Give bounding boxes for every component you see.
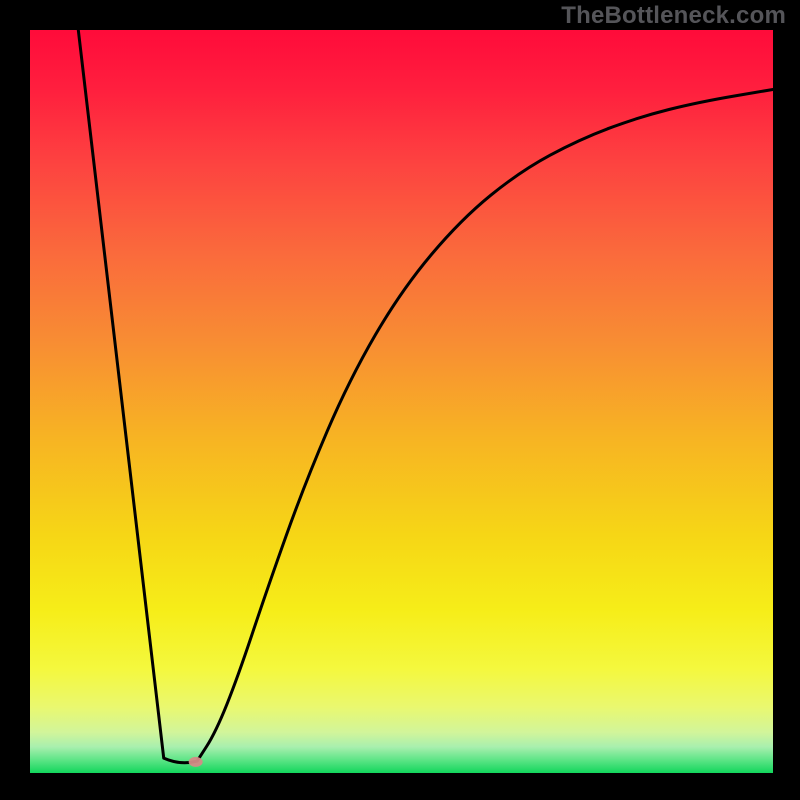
heat-gradient-background — [30, 30, 773, 773]
chart-frame: TheBottleneck.com — [0, 0, 800, 800]
bottleneck-chart — [0, 0, 800, 800]
optimal-point-marker — [189, 757, 203, 767]
watermark-text: TheBottleneck.com — [561, 2, 786, 30]
